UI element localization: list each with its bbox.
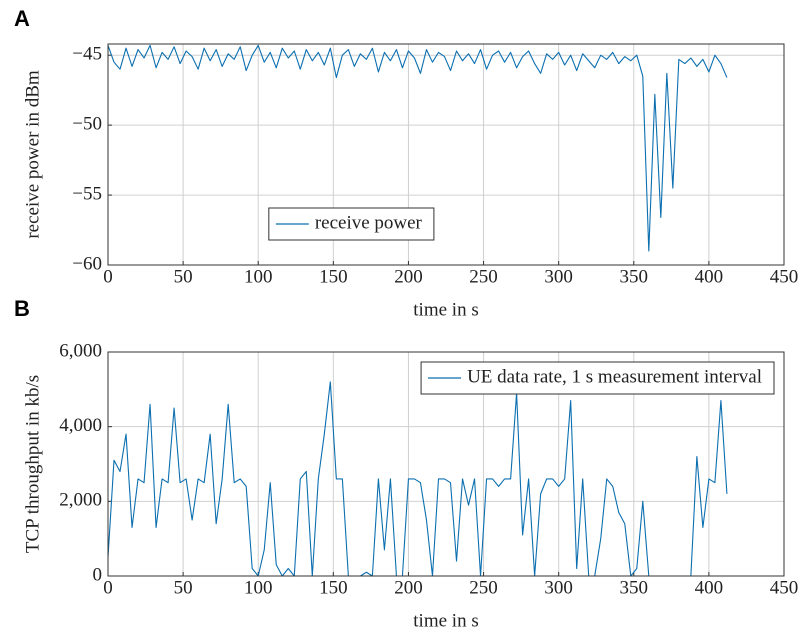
x-tick-label: 450 bbox=[770, 577, 799, 598]
x-tick-label: 0 bbox=[103, 266, 113, 287]
plot-frame bbox=[107, 351, 785, 577]
x-tick-label: 350 bbox=[620, 266, 649, 287]
y-tick-label: −60 bbox=[72, 253, 102, 274]
legend-label: UE data rate, 1 s measurement interval bbox=[467, 366, 762, 387]
x-tick-label: 150 bbox=[319, 577, 348, 598]
x-axis-label: time in s bbox=[413, 610, 478, 631]
data-line bbox=[107, 44, 728, 252]
panel-label: A bbox=[14, 6, 30, 31]
x-tick-label: 0 bbox=[103, 577, 113, 598]
x-axis-label: time in s bbox=[413, 299, 478, 320]
legend-frame bbox=[420, 361, 775, 395]
x-tick-label: 300 bbox=[544, 266, 573, 287]
data-line bbox=[107, 381, 728, 577]
x-tick-label: 150 bbox=[319, 266, 348, 287]
x-tick-label: 300 bbox=[544, 577, 573, 598]
panel-label: B bbox=[14, 296, 30, 321]
y-tick-label: −55 bbox=[72, 183, 102, 204]
x-tick-label: 250 bbox=[469, 266, 498, 287]
plot-frame bbox=[107, 43, 785, 266]
x-tick-label: 400 bbox=[695, 266, 724, 287]
x-tick-label: 50 bbox=[174, 577, 193, 598]
legend: receive power bbox=[268, 207, 435, 241]
y-tick-label: −50 bbox=[72, 113, 102, 134]
x-tick-label: 200 bbox=[394, 577, 423, 598]
y-tick-label: 0 bbox=[93, 564, 103, 585]
legend: UE data rate, 1 s measurement interval bbox=[420, 361, 775, 395]
legend-label: receive power bbox=[315, 212, 423, 233]
y-tick-label: 2,000 bbox=[59, 490, 102, 511]
x-tick-label: 200 bbox=[394, 266, 423, 287]
x-tick-label: 50 bbox=[174, 266, 193, 287]
x-tick-label: 350 bbox=[620, 577, 649, 598]
x-tick-label: 450 bbox=[770, 266, 799, 287]
x-tick-label: 100 bbox=[244, 266, 273, 287]
y-axis-label: receive power in dBm bbox=[22, 70, 43, 239]
x-tick-label: 250 bbox=[469, 577, 498, 598]
y-tick-label: −45 bbox=[72, 44, 102, 65]
y-axis-label: TCP throughput in kb/s bbox=[22, 375, 43, 553]
y-tick-label: 4,000 bbox=[59, 415, 102, 436]
x-tick-label: 400 bbox=[695, 577, 724, 598]
x-tick-label: 100 bbox=[244, 577, 273, 598]
y-tick-label: 6,000 bbox=[59, 340, 102, 361]
